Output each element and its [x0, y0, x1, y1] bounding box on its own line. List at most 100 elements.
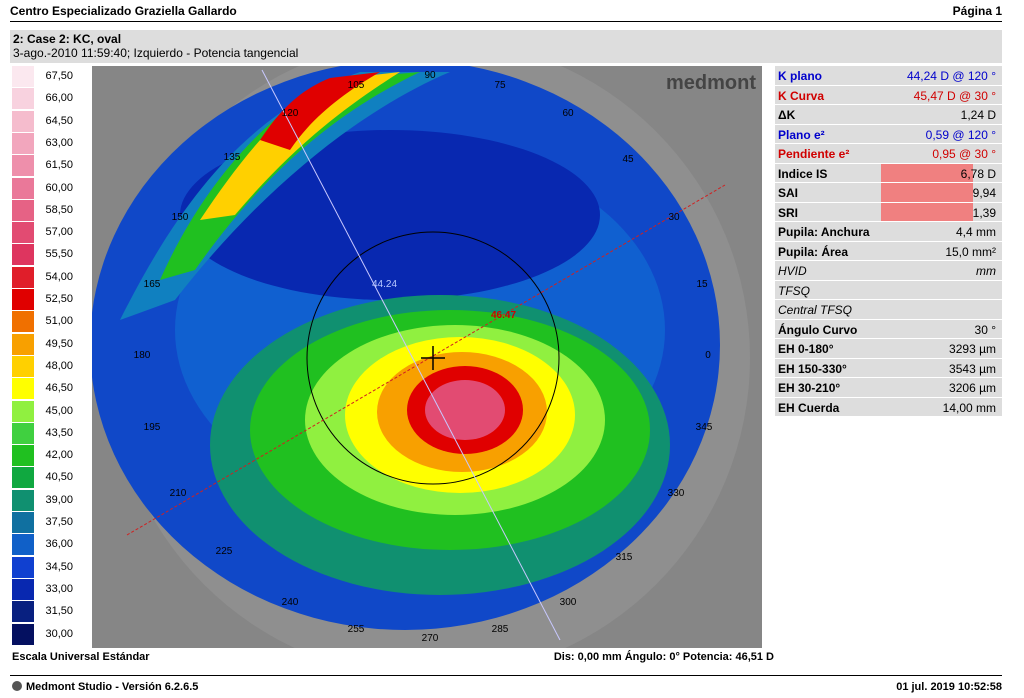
scale-value: 58,50 [45, 203, 73, 216]
scale-value: 37,50 [45, 516, 73, 528]
index-value: 1,39 [972, 205, 996, 220]
index-label: EH Cuerda [778, 400, 840, 415]
scale-swatch [12, 623, 34, 645]
scale-swatch [12, 110, 34, 132]
index-label: EH 0-180° [778, 342, 834, 356]
index-row: TFSQ [775, 280, 1002, 300]
scale-swatch [12, 132, 34, 154]
cursor-readout: Dis: 0,00 mm Ángulo: 0° Potencia: 46,51 … [553, 651, 774, 663]
angle-label: 135 [224, 152, 241, 163]
print-timestamp: 01 jul. 2019 10:52:58 [896, 681, 1002, 693]
index-value: 4,4 mm [955, 225, 996, 239]
index-row: Pendiente e² 0,95 @ 30 ° [775, 144, 1002, 164]
index-value: 1,24 D [960, 108, 996, 122]
index-row: EH 150-330° 3543 µm [775, 358, 1002, 378]
scale-row: 58,50 [10, 199, 74, 221]
angle-label: 180 [134, 350, 151, 361]
index-row: ΔK 1,24 D [775, 105, 1002, 125]
medmont-logo: medmont [666, 72, 756, 94]
angle-label: 270 [422, 633, 439, 644]
index-label: HVID [778, 264, 807, 278]
steep-k-label: 46.47 [491, 310, 516, 321]
index-label: K plano [778, 69, 822, 83]
case-info: 2: Case 2: KC, oval 3-ago.-2010 11:59:40… [10, 30, 1002, 63]
scale-swatch [12, 289, 34, 310]
scale-value: 60,00 [45, 181, 73, 194]
scale-value: 45,00 [45, 404, 73, 417]
index-row: Pupila: Anchura 4,4 mm [775, 222, 1002, 242]
scale-row: 45,00 [10, 400, 74, 422]
scale-value: 54,00 [45, 270, 73, 283]
pupil-circle [306, 231, 560, 485]
index-label: Plano e² [778, 127, 825, 142]
scale-swatch [12, 177, 34, 199]
app-version: Medmont Studio - Versión 6.2.6.5 [12, 681, 198, 693]
angle-label: 195 [144, 422, 161, 433]
steep-meridian [126, 184, 726, 536]
index-row: Central TFSQ [775, 300, 1002, 320]
scale-value: 61,50 [45, 159, 73, 172]
scale-row: 66,00 [10, 88, 74, 110]
index-label: SAI [778, 186, 799, 200]
scale-row: 40,50 [10, 467, 74, 489]
scale-row: 51,00 [10, 311, 74, 333]
scale-row: 49,50 [10, 333, 74, 355]
scale-value: 51,00 [45, 315, 73, 328]
scale-swatch [12, 534, 34, 556]
index-label: Pupila: Área [778, 244, 849, 259]
scale-row: 36,00 [10, 534, 74, 556]
scale-value: 39,00 [45, 493, 73, 506]
scale-swatch [12, 222, 34, 244]
angle-labels: 90 105 75 120 60 135 45 150 30 165 15 180 0 195 345 210… [134, 70, 713, 644]
scale-value: 33,00 [45, 582, 73, 595]
index-label: Central TFSQ [778, 303, 853, 317]
case-title: 2: Case 2: KC, oval [13, 32, 122, 46]
topography-svg[interactable]: 44.24 46.47 90 105 75 120 60 135 45 150 30 165 15 1… [92, 66, 762, 648]
page-number: Página 1 [952, 4, 1002, 18]
index-label: Ángulo Curvo [778, 322, 858, 337]
scale-swatch [12, 155, 34, 177]
abnormal-highlight [881, 183, 973, 202]
index-label: SRI [778, 205, 799, 220]
scale-swatch [12, 578, 34, 600]
flat-meridian [261, 69, 561, 641]
scale-value: 64,50 [45, 114, 73, 127]
index-row: Pupila: Área 15,0 mm² [775, 241, 1002, 261]
app-logo-icon [12, 681, 22, 691]
angle-label: 225 [216, 546, 233, 557]
index-label: K Curva [778, 88, 825, 103]
scale-value: 49,50 [45, 337, 73, 350]
index-label: ΔK [778, 108, 796, 122]
scale-swatch [12, 512, 34, 533]
scale-row: 52,50 [10, 289, 74, 310]
index-value: 44,24 D @ 120 ° [906, 69, 996, 83]
scale-value: 67,50 [45, 70, 73, 82]
scale-row: 30,00 [10, 623, 74, 645]
scale-value: 40,50 [45, 471, 73, 484]
scale-row: 48,00 [10, 355, 74, 377]
abnormal-highlight [881, 163, 973, 182]
index-value: 15,0 mm² [945, 244, 996, 259]
scale-row: 42,00 [10, 445, 74, 467]
scale-value: 55,50 [45, 248, 73, 261]
scale-swatch [12, 467, 34, 489]
index-row: Ángulo Curvo 30 ° [775, 319, 1002, 339]
index-value: 0,59 @ 120 ° [925, 127, 996, 142]
scale-value: 52,50 [45, 293, 73, 305]
index-label: EH 30-210° [778, 381, 841, 395]
scale-swatch [12, 88, 34, 110]
topography-map[interactable]: 44.24 46.47 90 105 75 120 60 135 45 150 30 165 15 1… [92, 66, 762, 648]
scale-value: 48,00 [45, 359, 73, 372]
page-header: Centro Especializado Graziella Gallardo … [10, 4, 1002, 20]
angle-label: 330 [668, 488, 685, 499]
scale-row: 46,50 [10, 378, 74, 400]
clinic-name: Centro Especializado Graziella Gallardo [10, 4, 237, 18]
scale-value: 57,00 [45, 226, 73, 239]
index-row: K plano 44,24 D @ 120 ° [775, 66, 1002, 86]
scale-value: 66,00 [45, 92, 73, 105]
angle-label: 150 [172, 212, 189, 223]
scale-swatch [12, 199, 34, 221]
scale-row: 64,50 [10, 110, 74, 132]
angle-label: 75 [494, 80, 506, 91]
scale-value: 42,00 [45, 449, 73, 462]
